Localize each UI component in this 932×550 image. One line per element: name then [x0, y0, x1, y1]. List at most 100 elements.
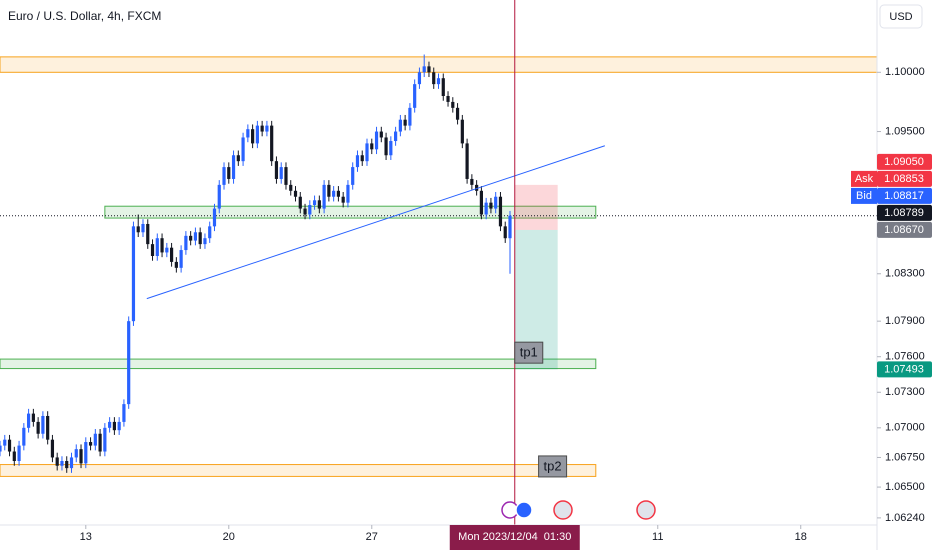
candle-body — [203, 238, 207, 245]
candle-body — [117, 421, 121, 431]
candle-body — [265, 125, 269, 132]
candle-body — [231, 155, 236, 179]
candle-body — [26, 413, 31, 428]
candle-body — [436, 78, 441, 85]
y-tick-label: 1.08300 — [885, 268, 925, 280]
price-label: 1.08670 — [884, 224, 924, 236]
candle-body — [46, 415, 50, 440]
candle-body — [479, 190, 483, 215]
x-tick-label: 11 — [652, 531, 663, 543]
candle-body — [112, 421, 116, 431]
candle-body — [22, 427, 26, 446]
candle-body — [317, 200, 321, 209]
candle-body — [303, 208, 307, 215]
candle-body — [446, 95, 450, 102]
price-label: 1.07493 — [884, 363, 924, 375]
candle-body — [484, 202, 488, 215]
candle-body — [208, 226, 212, 239]
zone — [0, 358, 597, 370]
candle-body — [84, 442, 88, 464]
price-label-bg — [877, 204, 932, 221]
y-tick-label: 1.07900 — [885, 315, 925, 327]
candle-body — [69, 457, 74, 469]
annotation-text: tp1 — [520, 345, 538, 360]
event-icon[interactable] — [515, 501, 533, 519]
zone — [104, 205, 597, 219]
candle-body — [141, 223, 145, 233]
trendline — [146, 145, 606, 300]
stop-area — [514, 184, 558, 230]
candle-body — [336, 190, 341, 197]
candle-body — [308, 205, 312, 215]
candle-body — [470, 178, 474, 185]
candle-body — [217, 184, 221, 209]
candle-body — [169, 247, 174, 262]
candle-body — [165, 247, 169, 253]
candle-body — [74, 449, 78, 458]
candle-body — [255, 125, 259, 144]
candle-body — [408, 107, 412, 126]
candle-body — [312, 200, 317, 206]
price-label-bg — [877, 153, 932, 170]
candle-body — [131, 226, 136, 322]
candle-body — [236, 155, 240, 162]
candle-body — [65, 461, 69, 469]
candle-body — [289, 184, 293, 191]
candle-body — [284, 167, 288, 185]
candle-body — [298, 196, 302, 209]
candle-body — [136, 226, 140, 233]
y-tick-label: 1.09500 — [885, 125, 925, 137]
candle-body — [360, 155, 364, 162]
x-tick-label: 27 — [366, 531, 378, 543]
candle-body — [351, 167, 355, 185]
candle-body — [384, 137, 388, 156]
price-label-bg — [877, 361, 932, 378]
candle-body — [31, 413, 35, 422]
candle-body — [93, 433, 97, 446]
candle-body — [127, 321, 131, 405]
price-label-bg — [877, 170, 932, 187]
candle-body — [60, 461, 64, 466]
candle-body — [98, 433, 102, 452]
price-tag-bg — [851, 187, 877, 204]
candle-body — [212, 208, 217, 227]
price-label-bg — [877, 221, 932, 238]
candle-body — [193, 232, 198, 241]
candle-body — [279, 167, 283, 179]
candle-body — [7, 439, 12, 452]
candle-body — [12, 451, 16, 462]
candle-body — [79, 449, 83, 464]
candle-body — [494, 196, 498, 209]
crosshair-label-bg — [449, 525, 580, 550]
candle-body — [498, 196, 503, 227]
candle-body — [179, 250, 183, 268]
price-label: 1.08817 — [884, 190, 924, 202]
candle-body — [103, 427, 107, 452]
candle-body — [189, 235, 193, 241]
candle-body — [251, 129, 255, 144]
candle-body — [55, 457, 59, 466]
candle-body — [341, 196, 345, 203]
candle-body — [88, 442, 93, 446]
event-icon[interactable] — [553, 500, 573, 520]
candle-body — [422, 66, 426, 73]
candle-body — [160, 238, 164, 253]
candle-body — [260, 125, 264, 132]
candle-body — [346, 184, 350, 203]
candle-body — [274, 161, 279, 179]
currency-label[interactable]: USD — [889, 11, 912, 23]
candle-body — [413, 84, 417, 108]
candle-body — [222, 167, 226, 185]
candle-body — [403, 119, 407, 126]
price-label: 1.08789 — [884, 207, 924, 219]
annotation-box — [538, 455, 568, 478]
candle-body — [398, 119, 402, 132]
event-icon[interactable] — [636, 500, 656, 520]
candle-body — [394, 131, 398, 142]
candle-body — [455, 107, 460, 120]
chart-title: Euro / U.S. Dollar, 4h, FXCM — [8, 9, 161, 23]
currency-button[interactable] — [879, 4, 923, 29]
candle-body — [374, 131, 379, 150]
